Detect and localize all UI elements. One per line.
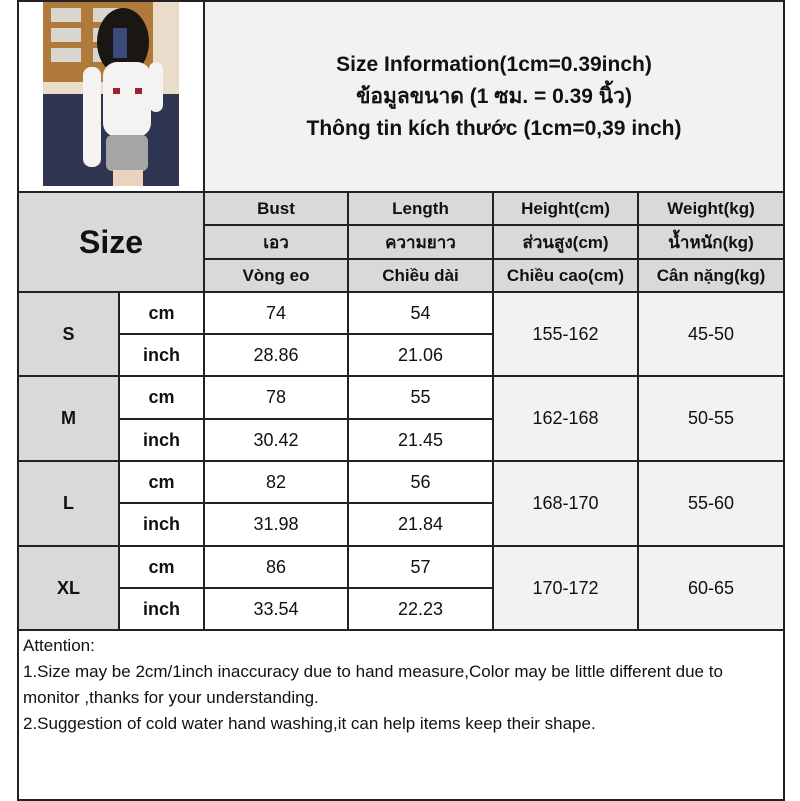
- height-range: 170-172: [492, 545, 639, 631]
- length-cm: 54: [347, 291, 494, 335]
- length-cm: 57: [347, 545, 494, 589]
- weight-range: 45-50: [636, 291, 786, 377]
- product-photo: [43, 3, 179, 186]
- bust-cm: 86: [203, 545, 349, 589]
- header-weight-vietnamese: Cân nặng(kg): [636, 258, 786, 293]
- header-height-thai: ส่วนสูง(cm): [492, 224, 639, 260]
- table-row: L cm 82 56 168-170 55-60: [17, 460, 786, 547]
- header-height-vietnamese: Chiều cao(cm): [492, 258, 639, 293]
- size-label: L: [17, 460, 120, 547]
- unit-cm: cm: [118, 375, 205, 420]
- header-bust-thai: เอว: [203, 224, 349, 260]
- table-row: S cm 74 54 155-162 45-50: [17, 291, 786, 377]
- size-label: XL: [17, 545, 120, 631]
- title-vietnamese: Thông tin kích thước (1cm=0,39 inch): [306, 116, 682, 140]
- table-row: inch 31.98 21.84: [18, 502, 784, 547]
- bust-inch: 30.42: [203, 418, 349, 462]
- length-cm: 56: [347, 460, 494, 504]
- unit-cm: cm: [118, 291, 205, 335]
- unit-inch: inch: [118, 333, 205, 377]
- length-inch: 21.84: [347, 502, 494, 547]
- weight-range: 55-60: [636, 460, 786, 547]
- header-bust: Bust: [203, 191, 349, 226]
- attention-note-2: 2.Suggestion of cold water hand washing,…: [23, 714, 596, 733]
- bust-cm: 82: [203, 460, 349, 504]
- size-information-title: Size Information(1cm=0.39inch) ข้อมูลขนา…: [202, 0, 786, 193]
- size-header: Size: [17, 191, 205, 293]
- title-thai: ข้อมูลขนาด (1 ซม. = 0.39 นิ้ว): [356, 84, 632, 108]
- table-row: XL cm 86 57 170-172 60-65: [17, 545, 786, 631]
- table-row: M cm 78 55 162-168 50-55: [17, 375, 786, 462]
- header-length: Length: [347, 191, 494, 226]
- header-weight: Weight(kg): [636, 191, 786, 226]
- height-range: 155-162: [492, 291, 639, 377]
- bust-inch: 31.98: [203, 502, 349, 547]
- unit-inch: inch: [118, 418, 205, 462]
- header-length-thai: ความยาว: [347, 224, 494, 260]
- length-cm: 55: [347, 375, 494, 420]
- size-label: M: [17, 375, 120, 462]
- product-photo-cell: [17, 0, 205, 193]
- table-row: inch 30.42 21.45: [18, 418, 784, 462]
- length-inch: 21.06: [347, 333, 494, 377]
- bust-inch: 28.86: [203, 333, 349, 377]
- bust-cm: 78: [203, 375, 349, 420]
- title-english: Size Information(1cm=0.39inch): [336, 52, 652, 76]
- table-row: inch 28.86 21.06: [18, 333, 784, 377]
- header-weight-thai: น้ำหนัก(kg): [636, 224, 786, 260]
- unit-inch: inch: [118, 502, 205, 547]
- header-height: Height(cm): [492, 191, 639, 226]
- size-chart-table: Size Information(1cm=0.39inch) ข้อมูลขนา…: [16, 0, 786, 801]
- attention-notes: Attention: 1.Size may be 2cm/1inch inacc…: [16, 629, 786, 801]
- height-range: 168-170: [492, 460, 639, 547]
- bust-inch: 33.54: [203, 587, 349, 631]
- unit-cm: cm: [118, 460, 205, 504]
- size-label: S: [17, 291, 120, 377]
- weight-range: 50-55: [636, 375, 786, 462]
- length-inch: 21.45: [347, 418, 494, 462]
- weight-range: 60-65: [636, 545, 786, 631]
- table-row: inch 33.54 22.23: [18, 587, 784, 631]
- bust-cm: 74: [203, 291, 349, 335]
- height-range: 162-168: [492, 375, 639, 462]
- header-length-vietnamese: Chiều dài: [347, 258, 494, 293]
- length-inch: 22.23: [347, 587, 494, 631]
- header-bust-vietnamese: Vòng eo: [203, 258, 349, 293]
- unit-inch: inch: [118, 587, 205, 631]
- attention-note-1: 1.Size may be 2cm/1inch inaccuracy due t…: [23, 662, 723, 707]
- attention-heading: Attention:: [23, 636, 95, 655]
- unit-cm: cm: [118, 545, 205, 589]
